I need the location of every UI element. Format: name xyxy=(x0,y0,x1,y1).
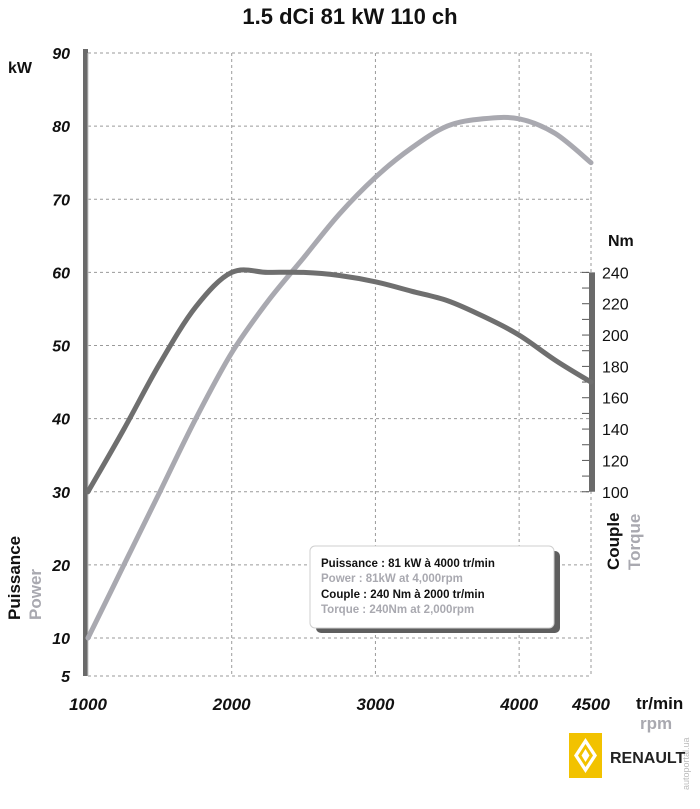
renault-logo-icon xyxy=(569,733,602,778)
y-right-label-fr: Couple xyxy=(604,512,623,570)
legend-torque-fr: Couple : 240 Nm à 2000 tr/min xyxy=(321,589,485,601)
y-right-tick-label: 160 xyxy=(602,391,629,408)
torque-curve xyxy=(85,267,594,495)
chart-title: 1.5 dCi 81 kW 110 ch xyxy=(242,4,458,29)
y-right-label-en: Torque xyxy=(625,514,644,570)
x-tick-label: 1000 xyxy=(69,695,107,714)
power-curve xyxy=(85,114,594,641)
x-unit-en: rpm xyxy=(640,714,672,733)
y-left-label-en: Power xyxy=(26,569,45,620)
y-left-tick-label: 60 xyxy=(52,265,70,282)
y-left-unit: kW xyxy=(8,60,33,77)
y-right-tick-label: 100 xyxy=(602,485,629,502)
legend-power-en: Power : 81kW at 4,000rpm xyxy=(321,573,463,585)
y-left-tick-label: 30 xyxy=(52,485,70,502)
y-right-tick-label: 200 xyxy=(602,328,629,345)
y-right-tick-label: 240 xyxy=(602,265,629,282)
x-tick-label: 2000 xyxy=(212,695,251,714)
y-left-label-fr: Puissance xyxy=(5,536,24,620)
legend-power-fr: Puissance : 81 kW à 4000 tr/min xyxy=(321,558,495,570)
y-left-tick-label: 70 xyxy=(52,192,70,209)
x-tick-label: 4500 xyxy=(571,695,610,714)
y-right-tick-label: 140 xyxy=(602,422,629,439)
y-left-tick-label: 5 xyxy=(61,669,71,686)
y-right-tick-label: 220 xyxy=(602,297,629,314)
y-left-tick-label: 90 xyxy=(52,46,70,63)
y-right-tick-label: 180 xyxy=(602,359,629,376)
x-unit-fr: tr/min xyxy=(636,694,683,713)
series-layer xyxy=(85,114,594,641)
y-left-tick-label: 10 xyxy=(52,631,70,648)
y-left-tick-label: 80 xyxy=(52,119,70,136)
y-left-tick-label: 50 xyxy=(52,339,70,356)
legend-torque-en: Torque : 240Nm at 2,000rpm xyxy=(321,604,474,616)
legend-box: Puissance : 81 kW à 4000 tr/min Power : … xyxy=(309,545,560,633)
y-left-tick-label: 20 xyxy=(51,558,70,575)
y-left-axis-bar xyxy=(83,49,88,676)
y-left-tick-label: 40 xyxy=(51,412,70,429)
x-tick-label: 3000 xyxy=(357,695,395,714)
brand-name: RENAULT xyxy=(610,750,685,767)
grid xyxy=(88,52,592,677)
y-right-tick-label: 120 xyxy=(602,453,629,470)
x-tick-label: 4000 xyxy=(499,695,538,714)
y-right-unit: Nm xyxy=(608,233,634,250)
watermark: autoportal.ua xyxy=(681,737,691,790)
